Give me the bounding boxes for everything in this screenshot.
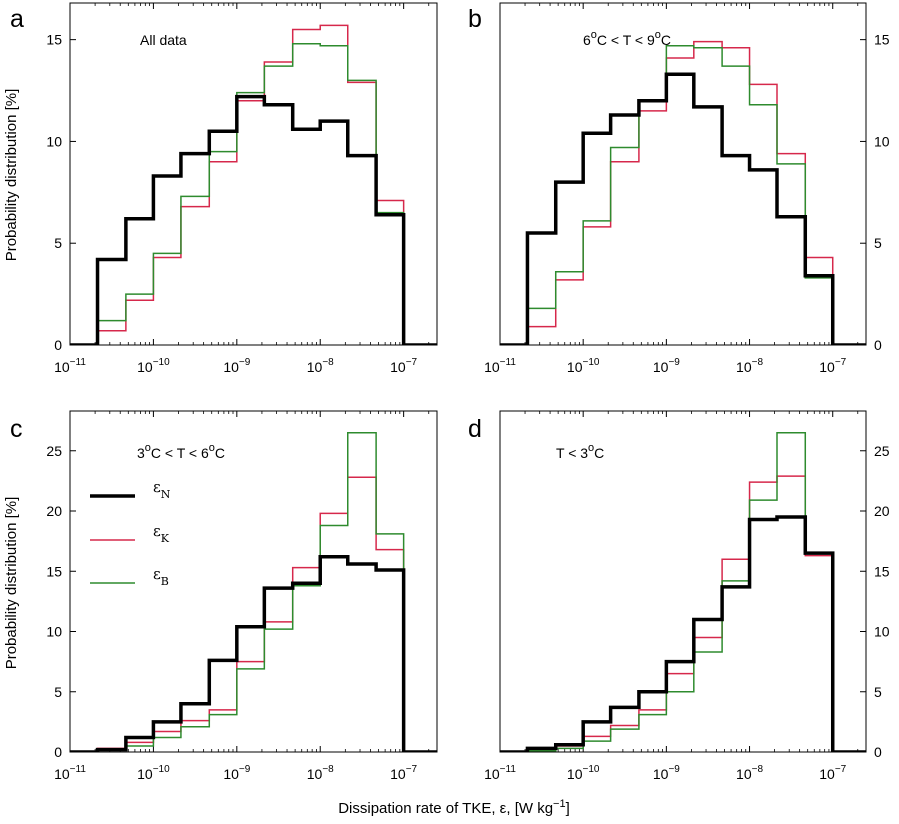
x-tick-label: 10−11 [484,764,516,782]
y-tick-label: 15 [46,563,62,579]
x-tick-label: 10−9 [223,764,250,782]
y-tick-label: 20 [874,503,890,519]
series-line-eps-n [500,72,866,345]
x-axis-label-main: Dissipation rate of TKE, ε, [W kg [338,800,553,817]
x-tick-label: 10−8 [307,357,334,375]
x-tick-label: 10−7 [390,764,417,782]
panel-a: 10−11 10−10 10−9 10−8 10−7 0 5 10 15 a All data [10,2,438,375]
series-group [70,24,437,345]
legend-label-n: εN [153,478,171,501]
y-tick-label: 5 [54,684,62,700]
x-tick-label: 10−11 [54,357,86,375]
series-group [500,431,866,752]
y-tick-label: 15 [874,32,890,48]
x-tick-label: 10−10 [137,764,170,782]
y-tick-label: 0 [874,337,882,353]
x-tick-label: 10−9 [653,357,680,375]
series-line-eps-n [500,515,866,752]
series-group [500,40,866,345]
x-tick-label: 10−7 [819,764,846,782]
series-line-eps-b [500,431,866,752]
panel-b: 10−11 10−10 10−9 10−8 10−7 0 5 10 15 b 6oC < T < 9… [468,2,890,375]
y-axis-label-top: Probability distribution [%] [3,89,20,262]
x-tick-label: 10−10 [137,357,170,375]
plot-frame [69,410,438,753]
panel-annotation: 3oC < T < 6oC [137,442,225,461]
plot-frame [499,2,867,346]
panel-letter: a [10,5,24,33]
series-line-eps-b [70,431,437,752]
legend-label-k: εK [153,522,170,545]
x-tick-label: 10−9 [223,357,250,375]
y-tick-label: 0 [874,744,882,760]
y-tick-label: 5 [874,684,882,700]
x-tick-label: 10−7 [390,357,417,375]
y-tick-label: 5 [54,235,62,251]
panel-annotation: T < 3oC [556,442,604,461]
y-tick-label: 10 [46,624,62,640]
x-tick-label: 10−11 [54,764,86,782]
x-axis-label: Dissipation rate of TKE, ε, [W kg−1] [338,798,570,817]
panel-annotation: All data [140,32,187,48]
y-axis-label-bottom: Probability distribution [%] [3,497,20,670]
x-axis-label-close: ] [566,800,570,817]
y-tick-label: 0 [54,744,62,760]
plot-frame [499,410,867,753]
y-tick-label: 10 [46,133,62,149]
x-tick-label: 10−8 [307,764,334,782]
x-tick-label: 10−7 [819,357,846,375]
y-tick-label: 0 [54,337,62,353]
y-tick-label: 25 [874,443,890,459]
panel-annotation: 6oC < T < 9oC [583,29,671,48]
x-tick-label: 10−11 [484,357,516,375]
y-tick-label: 10 [874,133,890,149]
series-line-eps-n [70,555,437,752]
panel-c: 10−11 10−10 10−9 10−8 10−7 0 5 10 15 20 25 c 3oC < T… [10,410,438,782]
series-line-eps-k [500,475,866,752]
y-tick-label: 10 [874,624,890,640]
panel-d: 10−11 10−10 10−9 10−8 10−7 0 5 10 15 20 25 d T < 3oC [468,410,890,782]
x-tick-label: 10−8 [736,357,763,375]
y-tick-label: 20 [46,503,62,519]
series-line-eps-n [70,94,437,345]
x-tick-label: 10−10 [567,764,600,782]
panel-letter: b [468,5,482,33]
legend-label-b: εB [153,565,169,588]
x-axis-label-exp: −1 [553,798,566,810]
x-tick-label: 10−9 [653,764,680,782]
x-tick-label: 10−10 [567,357,600,375]
legend: εN εK εB [90,478,171,588]
series-group [70,431,437,752]
plot-frame [69,2,438,346]
y-tick-label: 25 [46,443,62,459]
panel-letter: c [10,415,23,443]
y-tick-label: 15 [46,32,62,48]
y-tick-label: 5 [874,235,882,251]
panel-letter: d [468,415,482,443]
x-tick-label: 10−8 [736,764,763,782]
y-tick-label: 15 [874,563,890,579]
